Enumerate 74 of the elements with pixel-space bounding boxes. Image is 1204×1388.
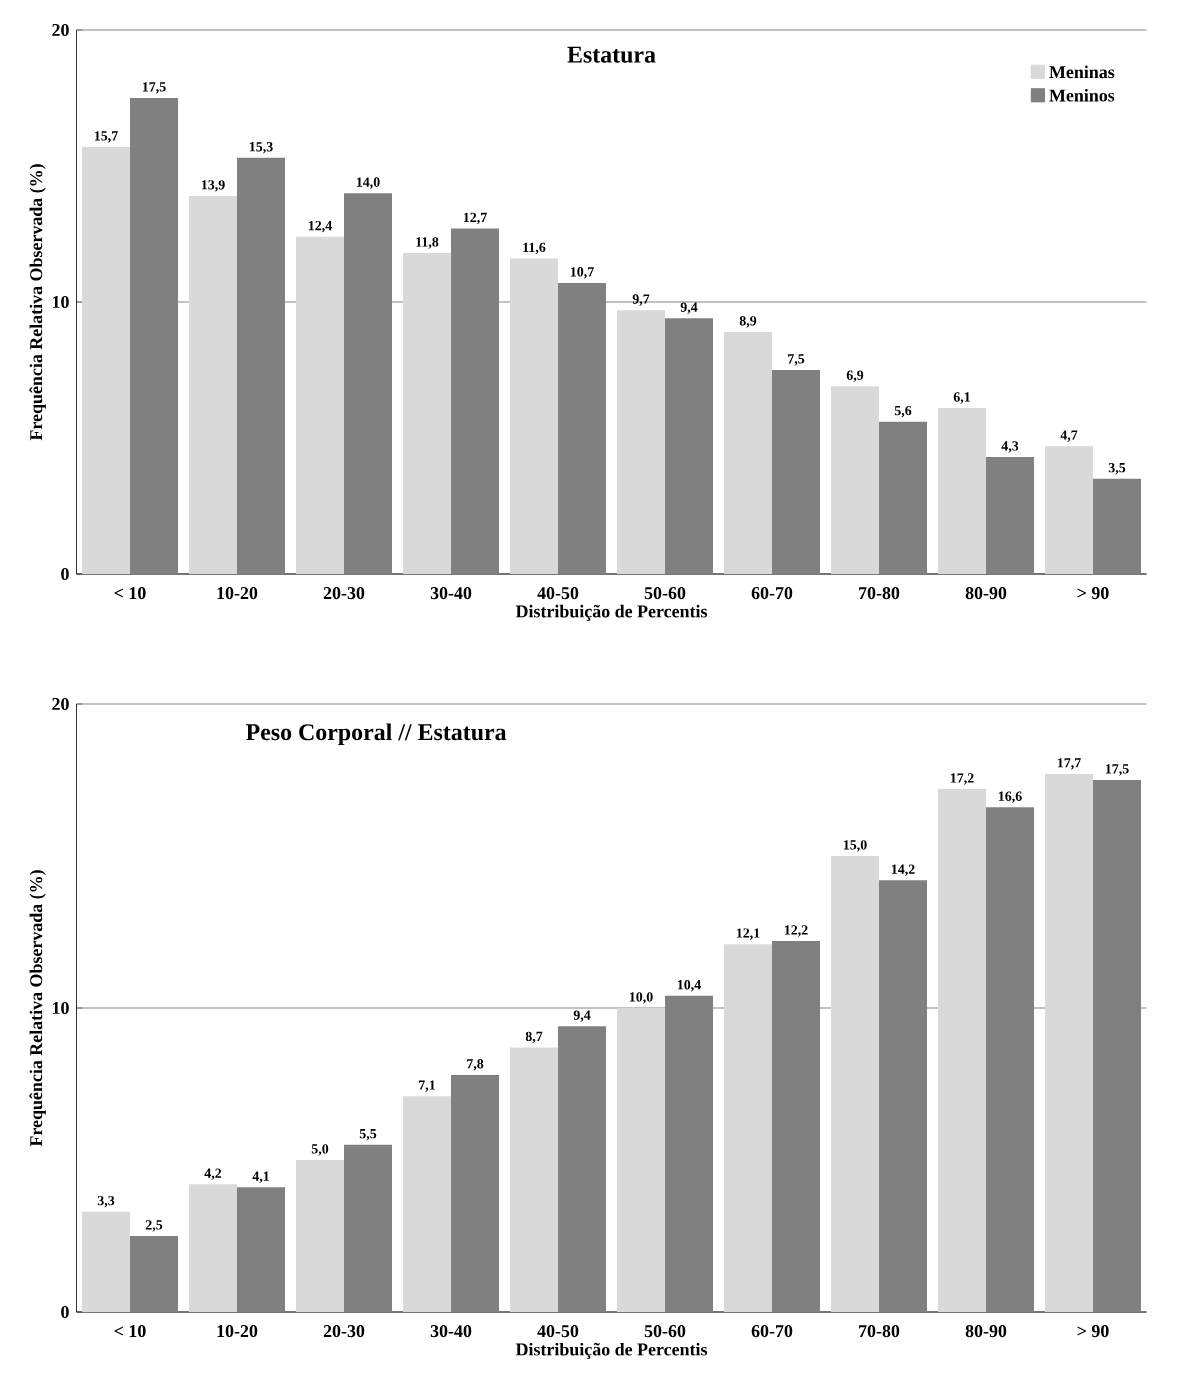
y-tick-label: 20	[52, 697, 69, 711]
bar	[82, 146, 130, 574]
y-tick-label: 20	[52, 23, 69, 37]
bar	[1045, 446, 1094, 574]
bar	[617, 310, 666, 574]
bar	[879, 421, 928, 574]
y-tick-label: 10	[52, 295, 69, 309]
bar	[451, 1074, 500, 1312]
bar	[1093, 779, 1142, 1312]
y-tick-label: 0	[61, 567, 69, 581]
bar	[1045, 773, 1094, 1312]
x-tick-label: 20-30	[323, 587, 365, 600]
bar	[403, 253, 452, 574]
bar	[665, 995, 714, 1312]
bar	[831, 386, 880, 574]
bar	[237, 157, 285, 574]
x-tick-label: 30-40	[430, 1325, 472, 1338]
x-tick-label: 10-20	[217, 587, 258, 600]
text: Peso Corporal // Estatura	[246, 723, 507, 746]
bar	[403, 1096, 452, 1312]
x-tick-label: 60-70	[751, 587, 793, 600]
x-tick-label: 80-90	[965, 1325, 1007, 1338]
x-axis-title: Distribuição de Percentis	[515, 1342, 708, 1359]
x-tick-label: 80-90	[965, 587, 1007, 600]
x-tick-label: 70-80	[859, 1325, 900, 1338]
bar	[772, 941, 821, 1312]
bar	[938, 408, 987, 574]
bar	[724, 944, 773, 1312]
x-tick-label: 70-80	[859, 587, 900, 600]
bar	[296, 236, 344, 574]
legend-label: Meninos	[1049, 88, 1115, 102]
x-tick-label: > 90	[1077, 587, 1109, 600]
x-tick-label: 60-70	[751, 1325, 793, 1338]
bar	[724, 331, 773, 574]
x-tick-label: 40-50	[537, 587, 579, 600]
x-axis-title: Distribuição de Percentis	[515, 604, 708, 621]
y-axis-title: Frequência Relativa Observada (%)	[29, 164, 46, 441]
bar	[344, 1144, 393, 1312]
x-tick-label: < 10	[114, 1325, 146, 1338]
x-tick-label: 50-60	[644, 1325, 686, 1338]
x-tick-label: 20-30	[323, 1325, 365, 1338]
bar	[986, 807, 1035, 1312]
bar	[130, 1236, 178, 1312]
bar	[1093, 478, 1142, 574]
x-tick-label: 40-50	[537, 1325, 579, 1338]
x-tick-label: > 90	[1077, 1325, 1109, 1338]
bar	[189, 1184, 237, 1312]
x-tick-label: 10-20	[217, 1325, 258, 1338]
bar	[189, 195, 237, 574]
bar	[879, 880, 928, 1312]
bar	[237, 1187, 285, 1312]
bar	[558, 1026, 607, 1312]
bar	[510, 1047, 559, 1312]
bar	[558, 282, 607, 574]
y-tick-label: 10	[52, 1001, 69, 1015]
bar	[130, 97, 178, 574]
x-tick-label: 30-40	[430, 587, 472, 600]
y-tick-label: 0	[61, 1305, 69, 1319]
legend-label: Meninas	[1049, 65, 1115, 79]
bar	[344, 193, 393, 574]
bar	[831, 855, 880, 1312]
text: Estatura	[567, 46, 656, 63]
x-tick-label: < 10	[114, 587, 146, 600]
bar	[617, 1008, 666, 1312]
bar	[82, 1211, 130, 1312]
x-tick-label: 50-60	[644, 587, 686, 600]
bar	[938, 789, 987, 1312]
bar	[665, 318, 714, 574]
y-axis-title: Frequência Relativa Observada (%)	[29, 870, 46, 1147]
bar	[510, 258, 559, 574]
bar	[451, 228, 500, 574]
bar	[772, 369, 821, 574]
bar	[986, 457, 1035, 574]
bar	[296, 1160, 344, 1312]
